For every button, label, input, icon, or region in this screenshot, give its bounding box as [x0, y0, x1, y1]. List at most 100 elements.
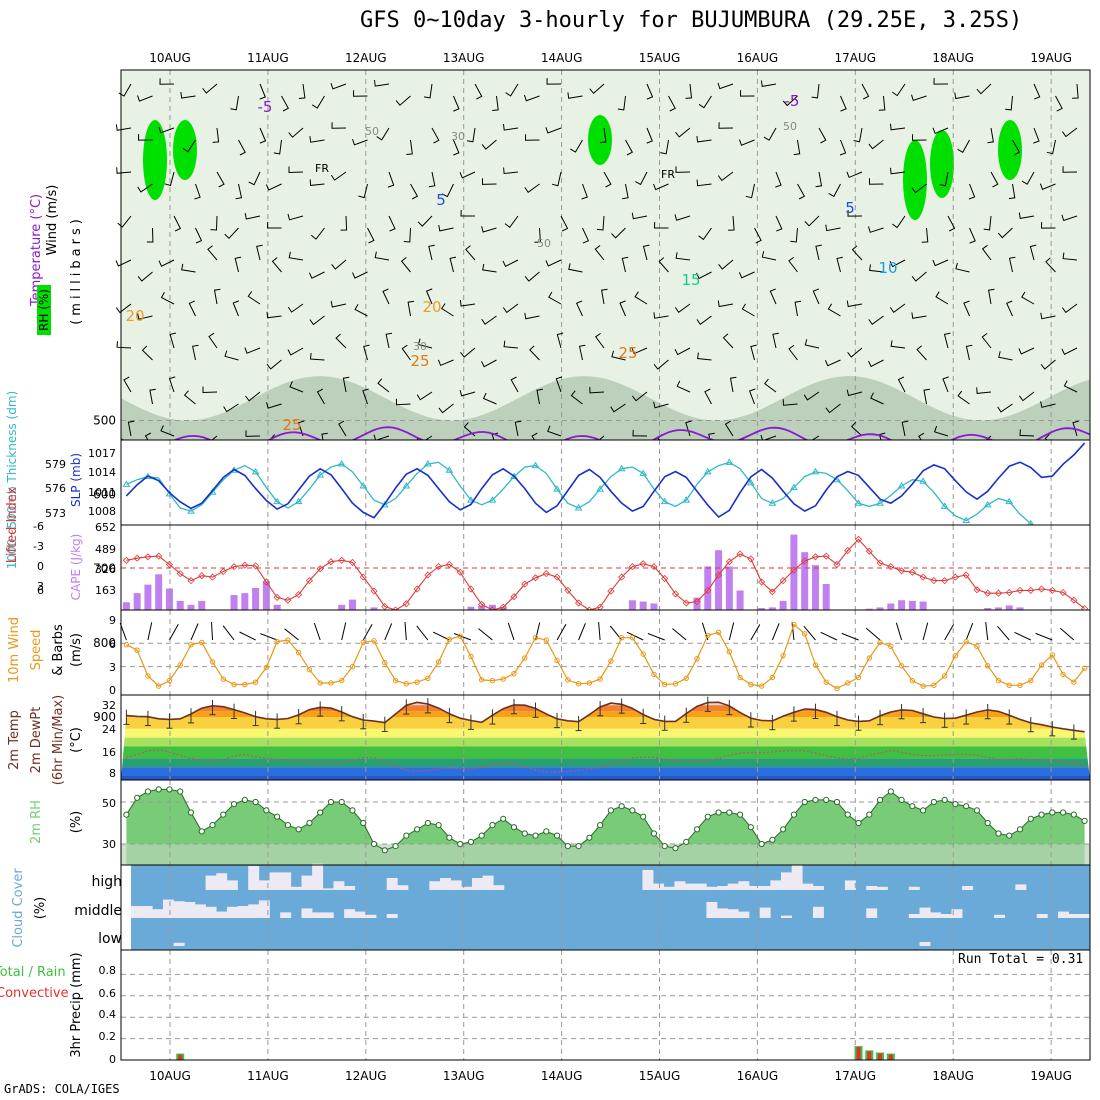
rh2m-marker	[144, 788, 152, 795]
cloud-cell-middle	[866, 908, 878, 918]
wind-barb	[1019, 429, 1035, 437]
wind10m-barbs	[119, 621, 1075, 641]
cloud-cell-middle	[141, 906, 153, 918]
wind-barb	[911, 312, 927, 319]
wind-barb	[1021, 291, 1035, 305]
wind-barb	[748, 388, 756, 405]
wind-barb	[331, 122, 347, 129]
li-marker	[736, 550, 744, 558]
wind-barb	[259, 83, 266, 100]
rh2m-marker	[650, 830, 658, 837]
wind-barb	[839, 139, 847, 156]
rh2m-marker	[209, 822, 216, 829]
li-marker	[908, 568, 916, 576]
wind10m-marker	[446, 636, 453, 642]
y-tick-left: 3	[37, 580, 44, 593]
cloud-cell-middle	[237, 906, 249, 918]
li-marker	[1070, 596, 1078, 604]
cloud-cell-high	[685, 883, 697, 890]
li-marker	[262, 578, 270, 586]
wind-barb	[137, 134, 153, 141]
wind-barb	[955, 262, 970, 273]
wind-barb	[1062, 166, 1078, 173]
wind-barb	[944, 624, 955, 641]
wind-barb	[502, 259, 519, 267]
y-tick-label: 9	[109, 614, 116, 627]
thickness-marker	[639, 469, 648, 476]
wind10m-marker	[1006, 682, 1012, 689]
x-tick-label-top: 19AUG	[1030, 51, 1072, 65]
cloud-cell-middle	[248, 904, 260, 918]
wind-barb	[137, 183, 153, 193]
x-tick-label-bottom: 14AUG	[541, 1069, 583, 1083]
wind-barb	[137, 313, 153, 320]
li-marker	[876, 559, 884, 567]
cloud-cell-high	[290, 886, 302, 890]
rh2m-marker	[812, 796, 819, 804]
rh2m-base	[121, 844, 1090, 865]
wind-barb	[115, 259, 132, 267]
y-axis-label-right: CAPE (J/kg)	[69, 534, 83, 601]
thickness-marker	[488, 496, 497, 503]
wind10m-marker	[909, 677, 916, 684]
wind10m-marker	[263, 664, 270, 671]
wind-barb	[524, 183, 540, 194]
y-tick-left: 576	[45, 482, 66, 495]
cloud-cell-high	[450, 880, 462, 890]
wind-barb	[1040, 359, 1056, 370]
wind-barb	[676, 380, 691, 393]
thickness-marker	[337, 460, 346, 467]
wind-barb	[578, 623, 586, 641]
li-marker	[230, 563, 238, 571]
wind-barb	[589, 386, 605, 394]
wind-barb	[158, 126, 175, 134]
wind-barb	[195, 227, 203, 244]
rh2m-marker	[1038, 811, 1045, 818]
li-marker	[122, 556, 130, 564]
li-marker	[478, 600, 486, 608]
rh2m-marker	[424, 819, 431, 827]
x-tick-label-bottom: 18AUG	[932, 1069, 974, 1083]
y-axis-label-line4: (°C)	[69, 727, 84, 753]
wind-barb	[696, 271, 712, 280]
wind-barb	[957, 139, 970, 153]
wind-barb	[273, 139, 282, 155]
wind-barb	[352, 271, 368, 279]
wind-barb	[631, 347, 648, 355]
rh2m-marker	[1059, 809, 1067, 816]
cloud-cell-middle	[152, 909, 164, 918]
rh-peak-cell	[930, 130, 954, 198]
wind-barb	[341, 622, 347, 641]
rh2m-marker	[274, 813, 281, 820]
wind-barb	[376, 127, 390, 141]
rh2m-marker	[844, 811, 851, 818]
wind-barb	[646, 83, 654, 100]
li-marker	[768, 588, 776, 596]
wind-barb	[763, 127, 777, 141]
wind-barb	[772, 332, 779, 349]
cape-bar	[715, 550, 723, 610]
wind-barb	[827, 303, 841, 317]
wind-barb	[266, 221, 282, 229]
thickness-marker	[790, 483, 798, 491]
wind-barb	[763, 378, 777, 393]
wind10m-marker	[823, 679, 829, 685]
wind10m-marker	[866, 655, 872, 661]
wind-barb	[259, 127, 267, 144]
cape-bar	[908, 600, 916, 610]
wind-barb	[775, 171, 782, 188]
wind-barb	[622, 183, 629, 200]
wind-barb	[575, 300, 583, 317]
x-tick-label-top: 17AUG	[835, 51, 877, 65]
rh-label: 50	[783, 120, 797, 133]
thickness-marker	[294, 497, 303, 505]
wind-barb	[745, 183, 755, 199]
thickness-marker	[273, 497, 282, 505]
rh2m-marker	[866, 811, 873, 818]
wind-barb	[647, 633, 665, 641]
cloud-cell-high	[653, 883, 665, 890]
wind10m-marker	[532, 635, 539, 641]
y-tick-left: 0	[37, 560, 44, 573]
cape-bar	[628, 600, 636, 610]
wind10m-marker	[952, 652, 959, 659]
